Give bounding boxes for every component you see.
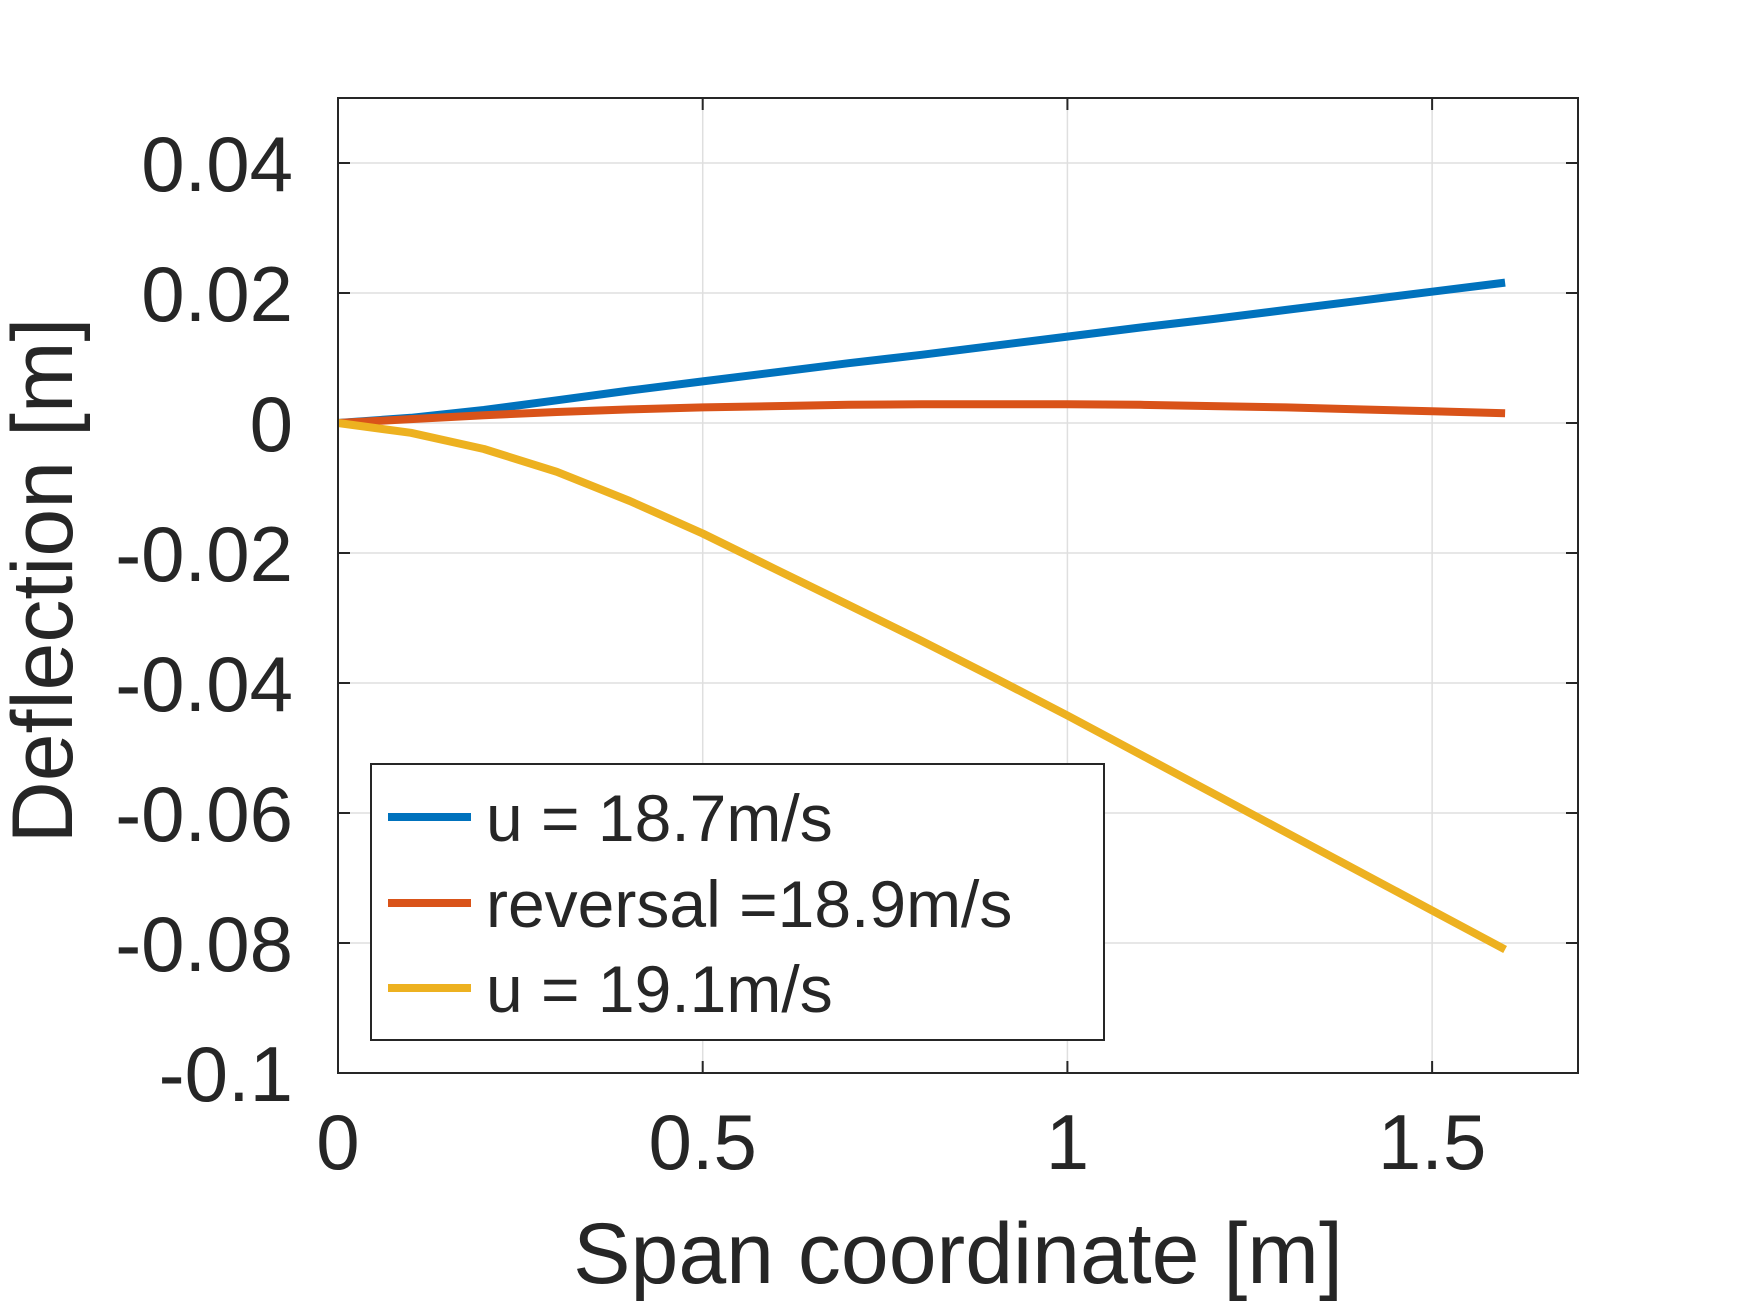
x-tick-label: 0.5 [648,1098,756,1186]
y-tick-label: 0 [250,380,293,468]
plot-area: 0 0.5 1 1.5 -0.1 -0.08 -0.06 -0.04 -0.02 0 0.02 0.0… [0,97,1579,1302]
y-tick-label: -0.02 [115,510,293,598]
x-tick-label: 1.5 [1378,1098,1486,1186]
y-axis-label: Deflection [m] [0,318,91,844]
series-line-2 [337,400,1506,427]
y-tick-label: -0.06 [115,770,293,858]
y-tick-label: -0.08 [115,900,293,988]
legend-label-2: reversal =18.9m/s [486,867,1012,941]
legend-box [370,763,1105,1041]
y-tick-label: 0.04 [141,120,293,208]
x-axis-label: Span coordinate [m] [573,1206,1343,1302]
y-tick-label: -0.04 [115,640,293,728]
y-tick-label: -0.1 [159,1030,293,1118]
x-tick-label: 0 [316,1098,359,1186]
series-line-3 [337,419,1507,954]
legend-label-3: u = 19.1m/s [486,952,833,1026]
y-tick-label: 0.02 [141,250,293,338]
x-tick-label: 1 [1046,1098,1089,1186]
legend-label-1: u = 18.7m/s [486,781,833,855]
axes-box [337,97,1579,1074]
series-line-1 [337,278,1506,427]
